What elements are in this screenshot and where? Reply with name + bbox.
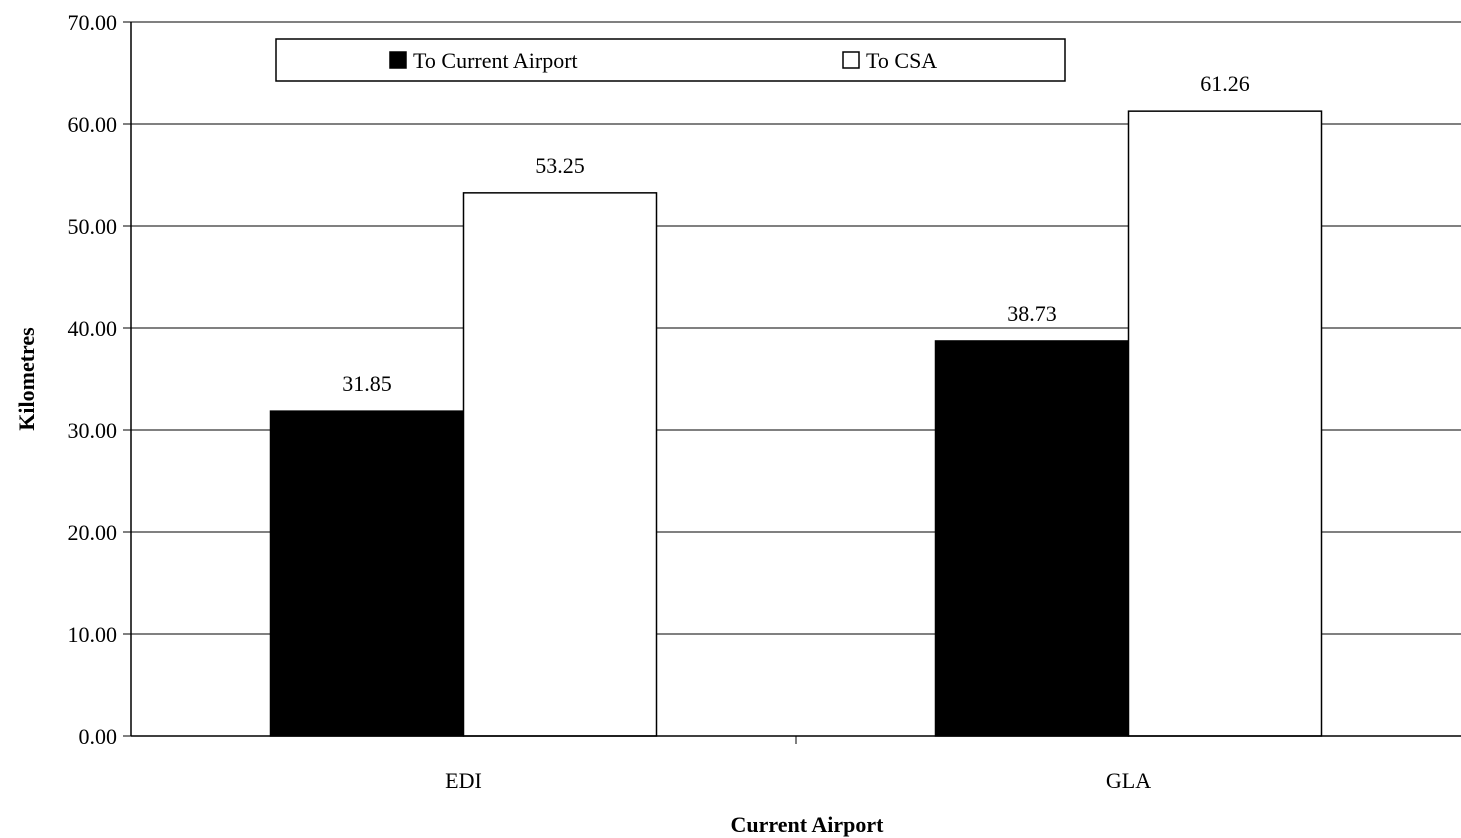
legend-swatch-to-current-airport	[389, 51, 407, 69]
bar-edi-series-0	[269, 410, 465, 737]
y-tick-label: 60.00	[68, 112, 118, 137]
legend: To Current Airport To CSA	[275, 38, 1066, 82]
legend-swatch-to-csa	[842, 51, 860, 69]
legend-label-to-current-airport: To Current Airport	[413, 48, 578, 73]
x-tick-label: EDI	[445, 768, 482, 793]
y-axis-title: Kilometres	[14, 327, 39, 431]
bar-gla-series-1	[1127, 110, 1323, 737]
y-tick-label: 10.00	[68, 622, 118, 647]
x-tick-labels: EDI GLA	[445, 768, 1151, 793]
y-tick-label: 50.00	[68, 214, 118, 239]
bar-edi-series-1	[462, 192, 658, 737]
data-label: 53.25	[535, 153, 585, 178]
bar-gla-series-0	[934, 340, 1130, 737]
axes	[130, 22, 1461, 744]
data-label: 38.73	[1007, 301, 1057, 326]
y-tick-label: 30.00	[68, 418, 118, 443]
y-tick-label: 40.00	[68, 316, 118, 341]
legend-label-to-csa: To CSA	[866, 48, 937, 73]
y-tick-labels: 0.00 10.00 20.00 30.00 40.00 50.00 60.00 70.00	[68, 10, 118, 749]
y-tick-label: 70.00	[68, 10, 118, 35]
data-label: 61.26	[1200, 71, 1250, 96]
x-tick-label: GLA	[1106, 768, 1151, 793]
legend-box	[275, 38, 1066, 82]
bars	[269, 110, 1323, 737]
x-axis-title: Current Airport	[731, 812, 885, 837]
data-label: 31.85	[342, 371, 392, 396]
data-labels: 31.85 53.25 38.73 61.26	[342, 71, 1250, 396]
y-tick-label: 0.00	[79, 724, 118, 749]
y-tick-label: 20.00	[68, 520, 118, 545]
